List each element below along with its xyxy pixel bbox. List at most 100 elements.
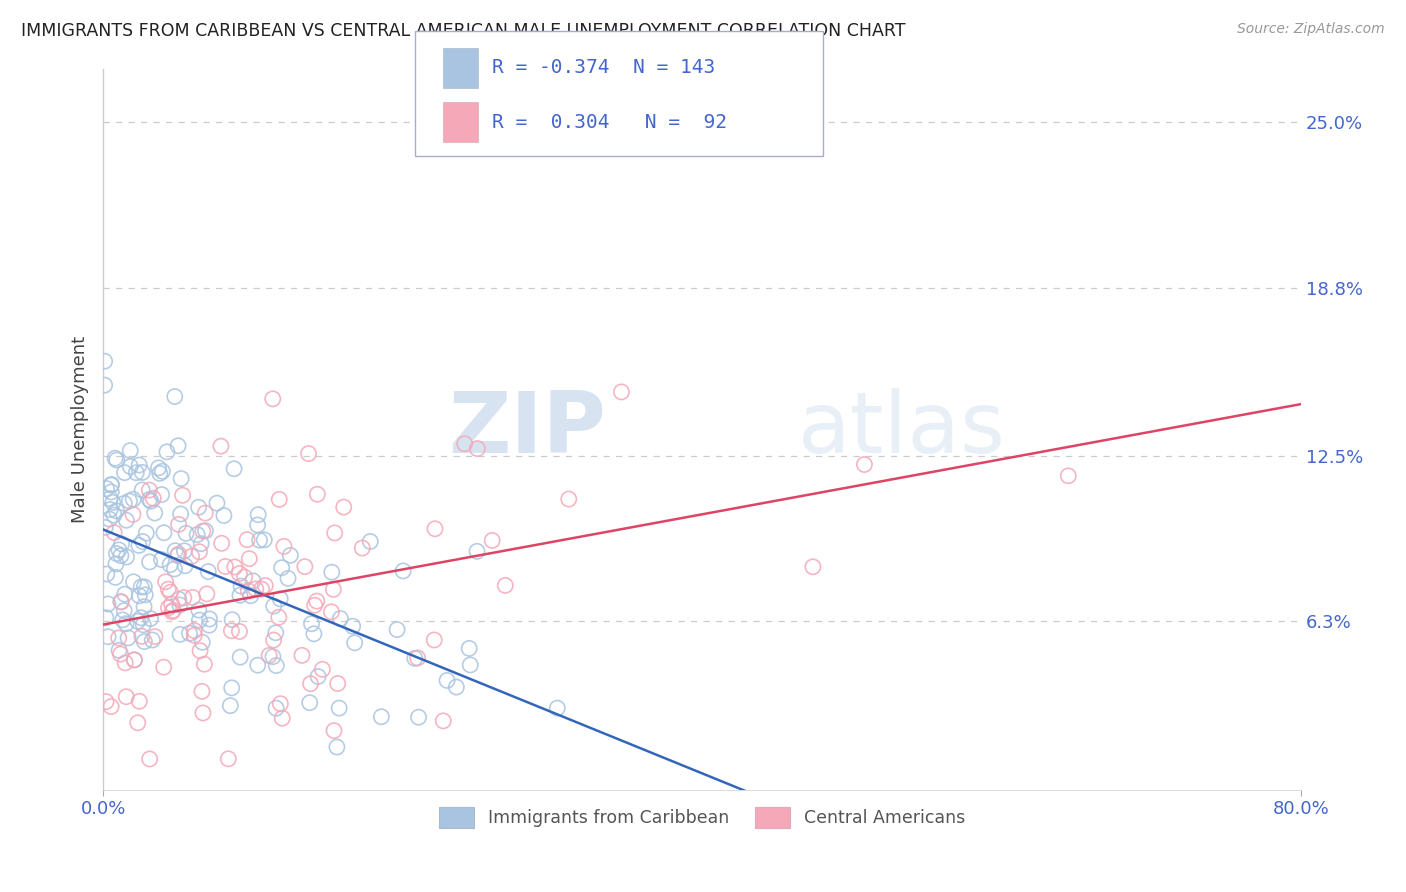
Point (359, 534, 381, 549)
Point (404, 651, 426, 665)
Point (143, 506, 166, 520)
Point (250, 582, 273, 596)
Point (224, 560, 246, 574)
Point (253, 533, 276, 547)
Point (138, 483, 160, 497)
Point (159, 558, 181, 572)
Point (188, 643, 211, 657)
Point (174, 558, 197, 573)
Point (262, 649, 284, 664)
Point (166, 549, 188, 563)
Point (138, 555, 160, 569)
Point (245, 582, 267, 596)
Point (103, 525, 125, 540)
Point (148, 461, 170, 475)
Point (128, 538, 150, 552)
Point (323, 525, 346, 540)
Point (160, 597, 183, 611)
Point (115, 690, 138, 704)
Point (211, 536, 233, 550)
Point (114, 466, 136, 480)
Point (139, 494, 162, 508)
Point (160, 605, 183, 619)
Point (229, 579, 252, 593)
Point (212, 508, 235, 523)
Point (263, 599, 285, 614)
Point (128, 694, 150, 708)
Point (167, 547, 190, 561)
Point (183, 624, 205, 638)
Point (323, 723, 346, 738)
Point (169, 598, 191, 612)
Point (266, 658, 288, 673)
Point (110, 537, 132, 551)
Point (301, 616, 323, 631)
Point (214, 559, 236, 574)
Point (108, 543, 131, 558)
Point (131, 629, 153, 643)
Point (481, 533, 503, 548)
Point (132, 617, 155, 632)
Point (143, 630, 166, 644)
Point (329, 611, 352, 625)
Point (120, 443, 142, 458)
Point (458, 657, 481, 672)
Point (132, 599, 155, 614)
Y-axis label: Male Unemployment: Male Unemployment (72, 335, 89, 523)
Point (853, 458, 876, 472)
Text: atlas: atlas (797, 387, 1005, 471)
Point (610, 384, 633, 399)
Text: R =  0.304   N =  92: R = 0.304 N = 92 (492, 112, 727, 132)
Point (110, 595, 132, 609)
Point (152, 660, 174, 674)
Point (117, 631, 139, 645)
Point (269, 697, 291, 711)
Point (118, 494, 141, 508)
Point (114, 587, 136, 601)
Point (100, 478, 122, 492)
Point (278, 549, 301, 563)
Point (277, 571, 299, 585)
Point (105, 453, 128, 467)
Legend: Immigrants from Caribbean, Central Americans: Immigrants from Caribbean, Central Ameri… (432, 800, 972, 835)
Point (188, 545, 211, 559)
Point (307, 669, 329, 683)
Point (332, 500, 354, 515)
Point (326, 739, 349, 754)
Point (228, 566, 250, 581)
Point (342, 619, 364, 633)
Point (173, 544, 195, 558)
Point (112, 496, 135, 510)
Point (170, 472, 193, 486)
Point (115, 549, 138, 564)
Point (162, 603, 184, 617)
Point (187, 603, 209, 617)
Text: Source: ZipAtlas.com: Source: ZipAtlas.com (1237, 22, 1385, 37)
Point (97, 630, 120, 644)
Point (100, 477, 122, 491)
Point (181, 591, 204, 605)
Point (139, 612, 162, 626)
Point (142, 491, 165, 506)
Point (446, 680, 468, 694)
Point (191, 524, 214, 538)
Point (134, 580, 156, 594)
Point (298, 696, 321, 710)
Point (1057, 468, 1080, 483)
Point (134, 588, 156, 602)
Point (238, 583, 260, 598)
Point (149, 467, 172, 481)
Point (307, 487, 329, 501)
Point (221, 613, 243, 627)
Point (311, 662, 333, 676)
Point (172, 488, 194, 502)
Point (294, 559, 316, 574)
Point (423, 632, 446, 647)
Point (173, 591, 195, 605)
Point (135, 526, 157, 541)
Point (150, 487, 173, 501)
Point (221, 624, 243, 638)
Point (167, 439, 190, 453)
Point (249, 533, 271, 548)
Point (115, 616, 138, 631)
